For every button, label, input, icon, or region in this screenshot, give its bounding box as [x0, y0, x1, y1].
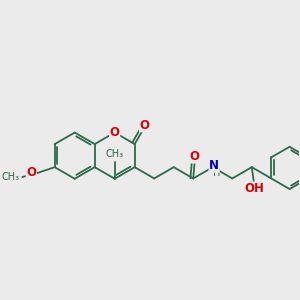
Text: OH: OH [245, 182, 265, 195]
Text: N: N [209, 159, 219, 172]
Text: O: O [190, 150, 200, 163]
Text: O: O [110, 126, 120, 139]
Text: O: O [26, 166, 36, 179]
Text: H: H [213, 168, 221, 178]
Text: CH₃: CH₃ [2, 172, 20, 182]
Text: O: O [140, 119, 150, 132]
Text: CH₃: CH₃ [106, 149, 124, 159]
